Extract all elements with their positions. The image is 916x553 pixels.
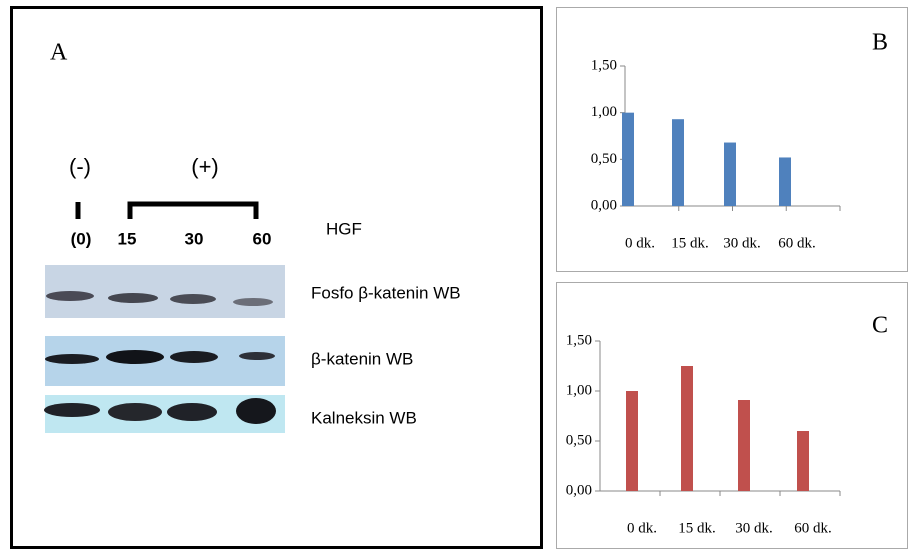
x-tick-label: 0 dk. xyxy=(625,235,655,251)
panel-label: C xyxy=(872,313,888,339)
figure: A (-) (+) (0) 15 30 60 HGF Fosfo β-katen… xyxy=(0,0,916,553)
x-tick-label: 30 dk. xyxy=(735,520,773,536)
x-tick-label: 15 dk. xyxy=(671,235,709,251)
bar xyxy=(626,391,638,491)
treatment-label: HGF xyxy=(326,219,362,238)
y-tick-label: 0,50 xyxy=(591,151,617,167)
bar xyxy=(779,157,791,206)
x-tick-label: 0 dk. xyxy=(627,520,657,536)
bar xyxy=(797,431,809,491)
x-tick-label: 30 dk. xyxy=(723,235,761,251)
bar xyxy=(622,113,634,206)
y-tick-label: 1,50 xyxy=(591,57,617,73)
panel-label: B xyxy=(872,30,888,56)
y-tick-label: 0,00 xyxy=(591,197,617,213)
y-tick-label: 1,00 xyxy=(566,382,592,398)
blot-label: β-katenin WB xyxy=(311,349,413,368)
blot-label: Kalneksin WB xyxy=(311,408,417,427)
lane-label: 60 xyxy=(253,229,272,248)
bar xyxy=(724,143,736,206)
blot-strips xyxy=(44,265,285,433)
y-tick-label: 0,00 xyxy=(566,482,592,498)
blot-label: Fosfo β-katenin WB xyxy=(311,283,461,302)
x-tick-label: 15 dk. xyxy=(678,520,716,536)
bar xyxy=(681,366,693,491)
y-tick-label: 0,50 xyxy=(566,432,592,448)
lane-label: 30 xyxy=(185,229,204,248)
lane-label: 15 xyxy=(118,229,137,248)
panel-label: A xyxy=(50,40,68,66)
bar xyxy=(738,400,750,491)
group-label: (+) xyxy=(191,154,219,179)
x-tick-label: 60 dk. xyxy=(778,235,816,251)
y-tick-label: 1,00 xyxy=(591,104,617,120)
lane-label: (0) xyxy=(71,229,92,248)
bar xyxy=(672,119,684,206)
y-tick-label: 1,50 xyxy=(566,332,592,348)
group-label: (-) xyxy=(69,154,91,179)
x-tick-label: 60 dk. xyxy=(794,520,832,536)
